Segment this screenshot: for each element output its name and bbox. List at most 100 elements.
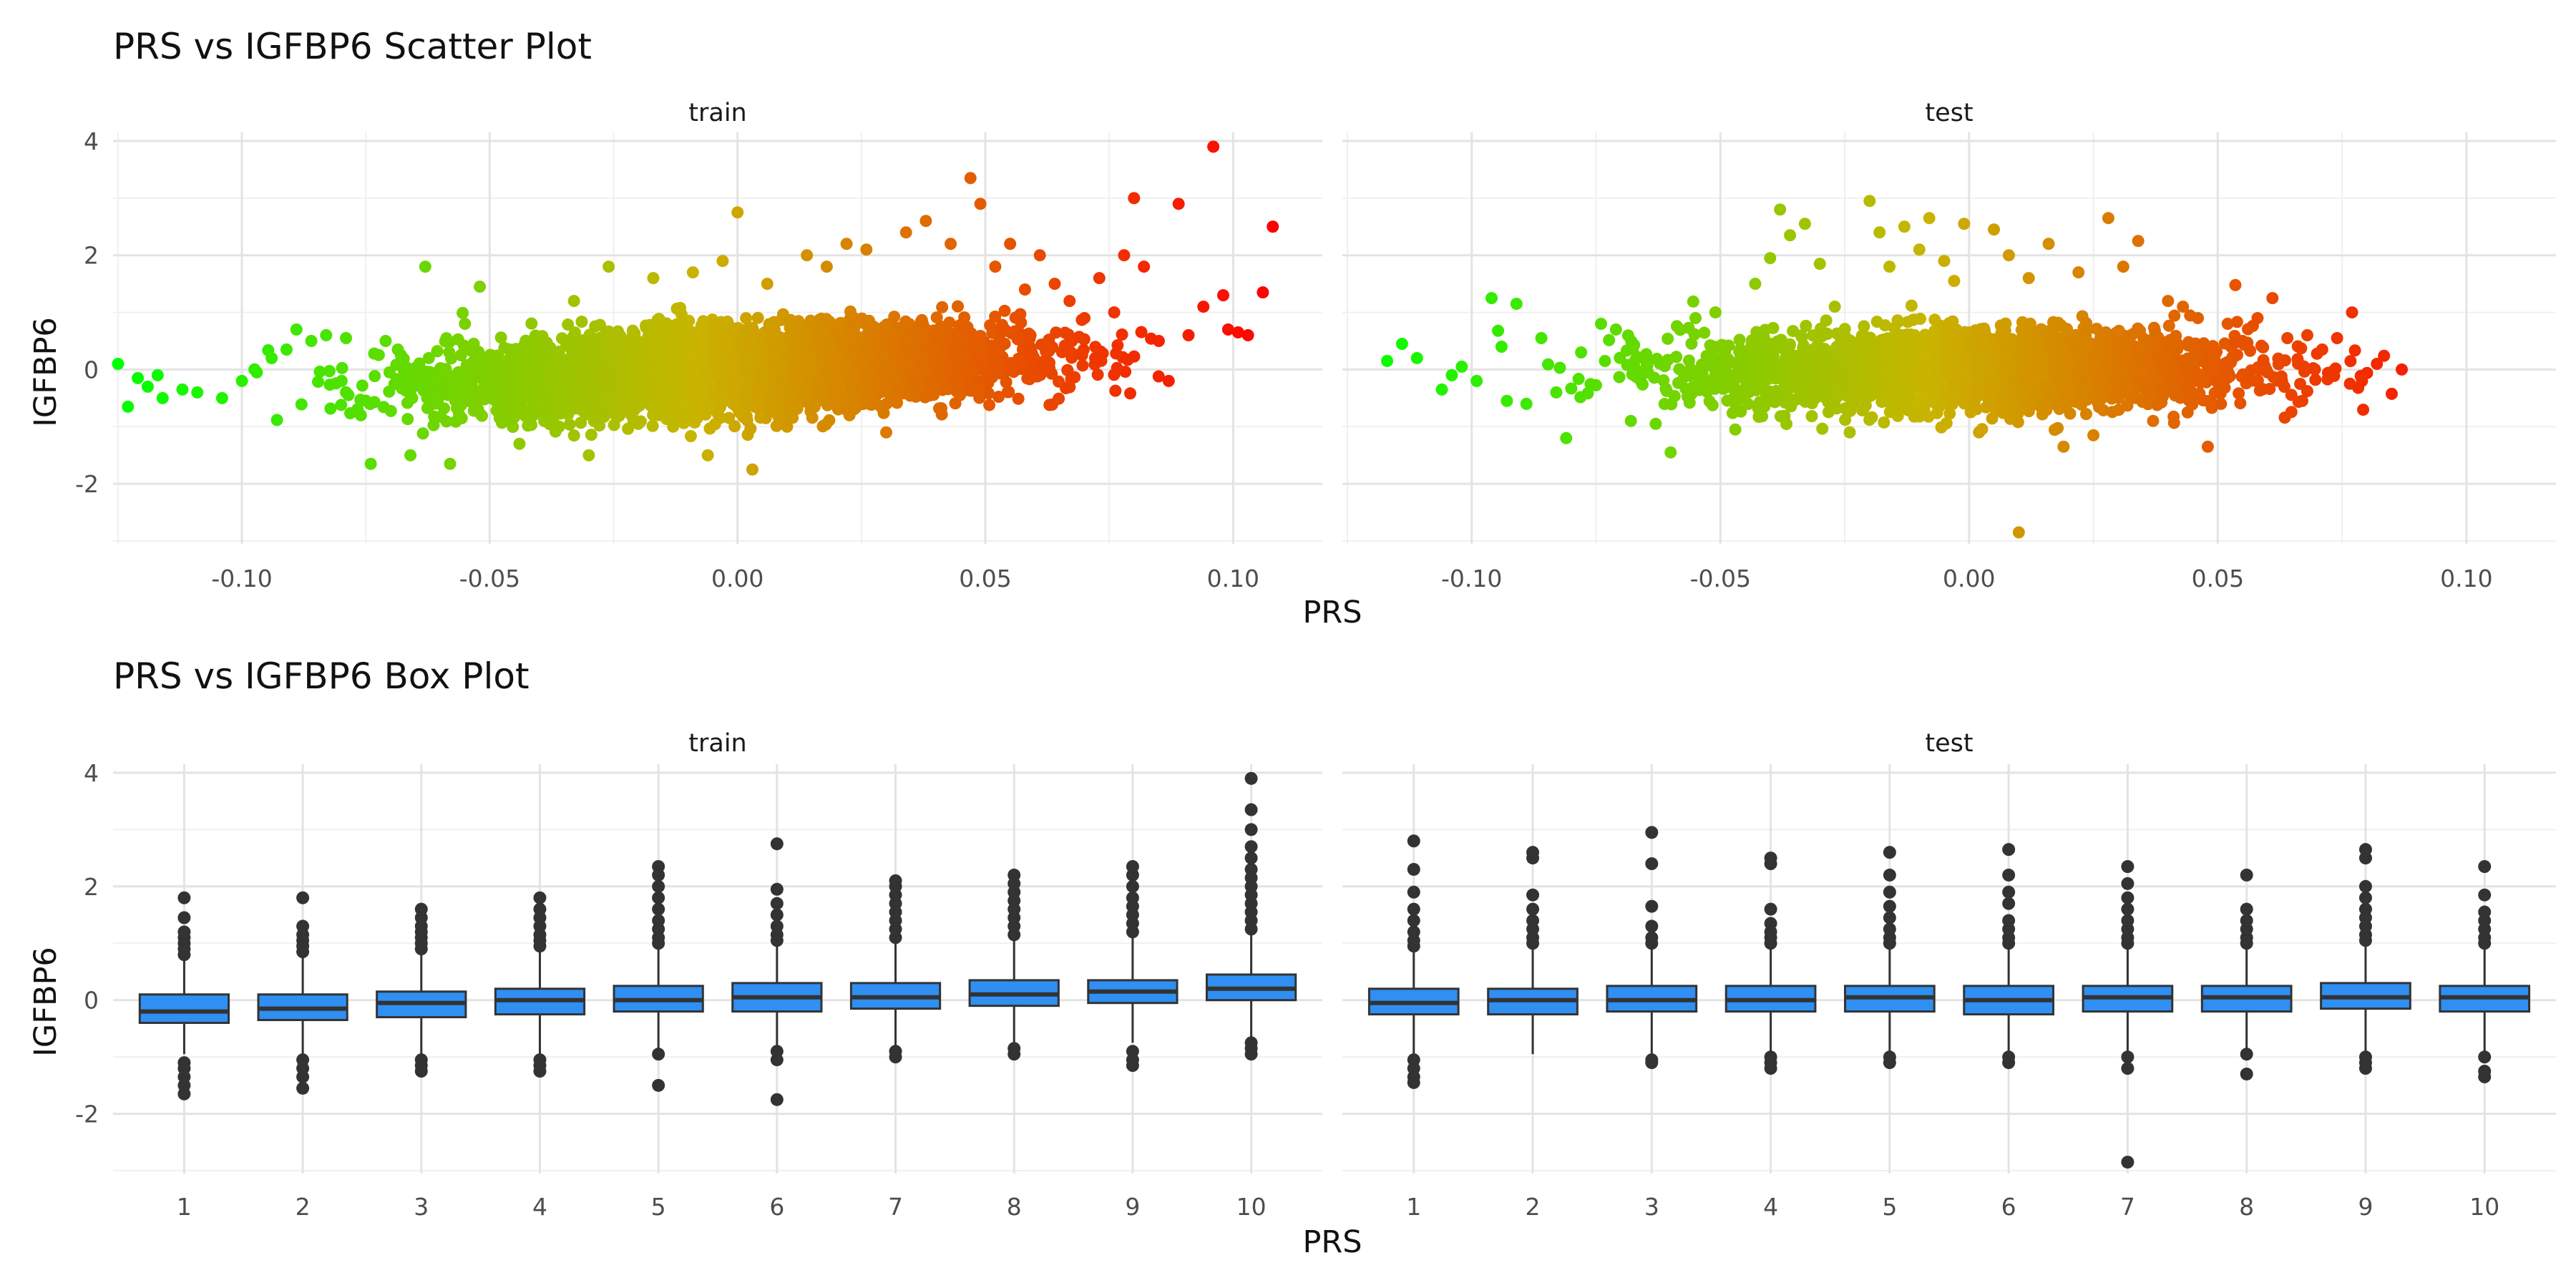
scatter-point xyxy=(422,351,435,364)
scatter-point xyxy=(733,406,746,419)
scatter-facet-label-train: train xyxy=(688,99,746,127)
scatter-point xyxy=(888,339,901,352)
scatter-point xyxy=(575,316,588,328)
scatter-point xyxy=(519,334,532,347)
scatter-point xyxy=(311,376,324,389)
scatter-point xyxy=(1012,392,1025,405)
scatter-point xyxy=(703,422,716,435)
scatter-point xyxy=(936,301,949,313)
scatter-point xyxy=(989,361,1002,374)
scatter-point xyxy=(859,391,872,404)
scatter-point xyxy=(707,352,720,365)
scatter-point xyxy=(790,319,803,332)
scatter-point xyxy=(765,405,778,418)
scatter-plot-title: PRS vs IGFBP6 Scatter Plot xyxy=(113,26,592,67)
scatter-point xyxy=(1062,328,1075,341)
scatter-point xyxy=(324,402,337,415)
scatter-point xyxy=(336,361,348,374)
scatter-point xyxy=(295,398,308,411)
scatter-point xyxy=(848,403,861,416)
scatter-point xyxy=(1004,356,1017,369)
scatter-point xyxy=(1050,326,1063,339)
scatter-point xyxy=(672,354,685,367)
scatter-point xyxy=(1024,328,1037,341)
scatter-point xyxy=(585,429,597,441)
scatter-point xyxy=(383,385,396,398)
scatter-point xyxy=(591,389,604,401)
scatter-point xyxy=(335,374,348,387)
scatter-point xyxy=(611,408,624,421)
scatter-point xyxy=(427,419,440,431)
scatter-point xyxy=(930,311,943,324)
scatter-point xyxy=(899,315,912,328)
scatter-point xyxy=(986,326,999,339)
scatter-point xyxy=(502,343,515,356)
scatter-point xyxy=(808,400,821,413)
scatter-point xyxy=(1001,386,1014,399)
scatter-point xyxy=(957,318,970,331)
scatter-point xyxy=(998,323,1011,336)
scatter-point xyxy=(950,385,963,398)
scatter-point xyxy=(989,311,1002,323)
scatter-plot-section: PRS vs IGFBP6 Scatter Plot train test PR… xyxy=(28,26,2556,630)
scatter-point xyxy=(443,346,456,358)
scatter-point xyxy=(416,427,429,440)
scatter-point xyxy=(872,376,885,389)
scatter-point xyxy=(982,387,995,400)
scatter-point xyxy=(1121,353,1134,366)
scatter-point xyxy=(354,394,367,406)
scatter-point xyxy=(712,408,725,421)
scatter-point xyxy=(536,330,549,343)
scatter-point xyxy=(525,317,538,330)
scatter-point xyxy=(874,399,887,412)
scatter-point xyxy=(1091,369,1104,381)
scatter-point xyxy=(992,391,1005,404)
scatter-point xyxy=(848,312,861,325)
scatter-point xyxy=(457,306,469,319)
scatter-point xyxy=(442,375,455,388)
scatter-point xyxy=(1109,384,1122,397)
scatter-point xyxy=(589,320,602,333)
scatter-point xyxy=(420,366,433,379)
scatter-point xyxy=(982,376,995,389)
scatter-point xyxy=(504,353,517,366)
scatter-point xyxy=(952,300,965,313)
scatter-point xyxy=(453,408,466,421)
scatter-point xyxy=(582,336,595,348)
scatter-point xyxy=(484,348,497,361)
scatter-point xyxy=(575,416,587,429)
scatter-point xyxy=(1040,345,1053,358)
scatter-point xyxy=(391,373,404,386)
scatter-point xyxy=(521,351,534,364)
scatter-point xyxy=(1076,359,1089,372)
scatter-point xyxy=(949,397,962,410)
scatter-point xyxy=(431,345,444,358)
scatter-point xyxy=(356,379,369,392)
scatter-point xyxy=(443,336,456,348)
scatter-point xyxy=(394,348,407,361)
scatter-point xyxy=(740,312,753,325)
scatter-point xyxy=(372,348,385,361)
scatter-point xyxy=(1000,376,1013,389)
scatter-point xyxy=(1009,311,1022,324)
scatter-point xyxy=(439,363,452,376)
scatter-point xyxy=(608,336,621,348)
scatter-point xyxy=(1045,398,1058,411)
scatter-point xyxy=(751,311,764,324)
scatter-point xyxy=(888,311,901,323)
scatter-density-cloud xyxy=(248,300,1165,443)
scatter-point xyxy=(377,401,390,414)
scatter-point xyxy=(343,407,356,420)
scatter-point xyxy=(1111,339,1124,352)
scatter-point xyxy=(697,315,710,328)
scatter-point xyxy=(674,301,687,314)
scatter-point xyxy=(401,413,414,426)
scatter-point xyxy=(434,410,447,423)
scatter-point xyxy=(1152,370,1165,383)
scatter-point xyxy=(511,393,524,406)
scatter-point xyxy=(983,399,996,411)
scatter-point xyxy=(567,429,580,442)
scatter-facet-label-test: test xyxy=(1925,99,1973,127)
scatter-point xyxy=(313,366,326,379)
